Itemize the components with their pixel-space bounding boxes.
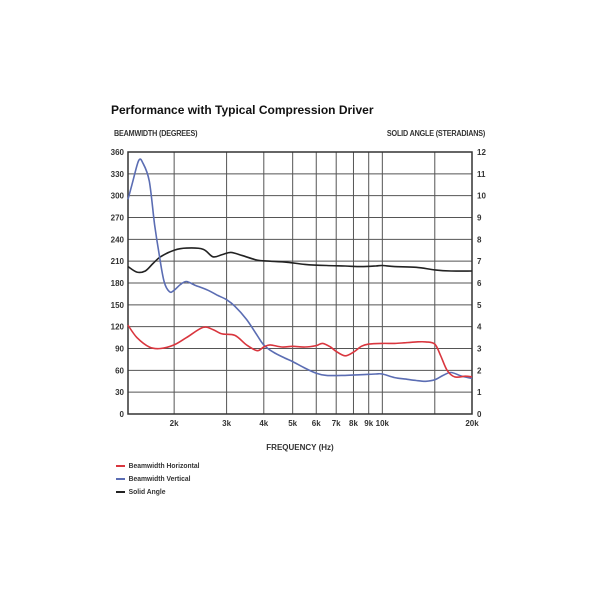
grid [128,151,473,415]
y-tick-label-right: 11 [477,170,486,179]
y-tick-label-left: 0 [120,410,125,419]
legend-item-solid-angle: Solid Angle [116,485,199,498]
y-axis-label-right: SOLID ANGLE (STERADIANS) [386,129,485,138]
y-tick-label-right: 9 [477,214,482,223]
series-line-beamwidth-vertical [127,158,473,383]
y-tick-label-left: 120 [111,323,125,332]
y-tick-label-right: 7 [477,257,482,266]
x-tick-label: 9k [364,419,373,428]
y-tick-label-right: 6 [477,279,482,288]
legend-swatch [116,490,125,493]
legend: Beamwidth Horizontal Beamwidth Vertical So… [116,459,209,498]
y-tick-label-left: 210 [111,257,125,266]
y-tick-label-left: 30 [115,388,124,397]
y-tick-label-left: 150 [111,301,125,310]
x-tick-label: 8k [349,419,358,428]
legend-label: Solid Angle [128,487,166,496]
legend-swatch [116,464,125,467]
x-tick-label: 5k [288,419,297,428]
legend-label: Beamwidth Horizontal [128,461,200,470]
legend-swatch [116,477,125,480]
y-tick-label-left: 360 [111,148,125,157]
x-tick-label: 20k [465,419,479,428]
x-tick-label: 6k [312,419,321,428]
chart-title: Performance with Typical Compression Dri… [111,103,374,117]
legend-label: Beamwidth Vertical [128,474,191,483]
series-line-solid-angle [127,247,473,274]
y-tick-label-right: 10 [477,192,486,201]
plot-border [127,151,473,415]
ticks-layer: 0306090120150180210240270300330360012345… [111,148,487,428]
y-tick-label-right: 1 [477,388,482,397]
y-tick-label-right: 0 [477,410,482,419]
y-tick-label-left: 240 [111,235,125,244]
series-layer [127,158,473,383]
y-tick-label-left: 60 [115,366,124,375]
y-tick-label-right: 4 [477,323,482,332]
y-tick-label-left: 90 [115,345,124,354]
legend-item-beamwidth-vertical: Beamwidth Vertical [116,472,199,485]
x-tick-label: 10k [376,419,390,428]
x-axis-label: FREQUENCY (Hz) [266,443,334,452]
y-axis-label-left: BEAMWIDTH (DEGREES) [114,129,198,138]
x-tick-label: 3k [222,419,231,428]
legend-item-beamwidth-horizontal: Beamwidth Horizontal [116,459,199,472]
y-tick-label-right: 2 [477,366,482,375]
y-tick-label-left: 330 [111,170,125,179]
x-tick-label: 7k [332,419,341,428]
x-tick-label: 4k [259,419,268,428]
y-tick-label-right: 3 [477,345,482,354]
y-tick-label-right: 5 [477,301,482,310]
y-tick-label-left: 300 [111,192,125,201]
y-tick-label-right: 12 [477,148,486,157]
plot-frame [127,151,473,415]
y-tick-label-left: 180 [111,279,125,288]
y-tick-label-left: 270 [111,214,125,223]
y-tick-label-right: 8 [477,235,482,244]
x-tick-label: 2k [170,419,179,428]
series-line-beamwidth-horizontal [127,324,473,379]
